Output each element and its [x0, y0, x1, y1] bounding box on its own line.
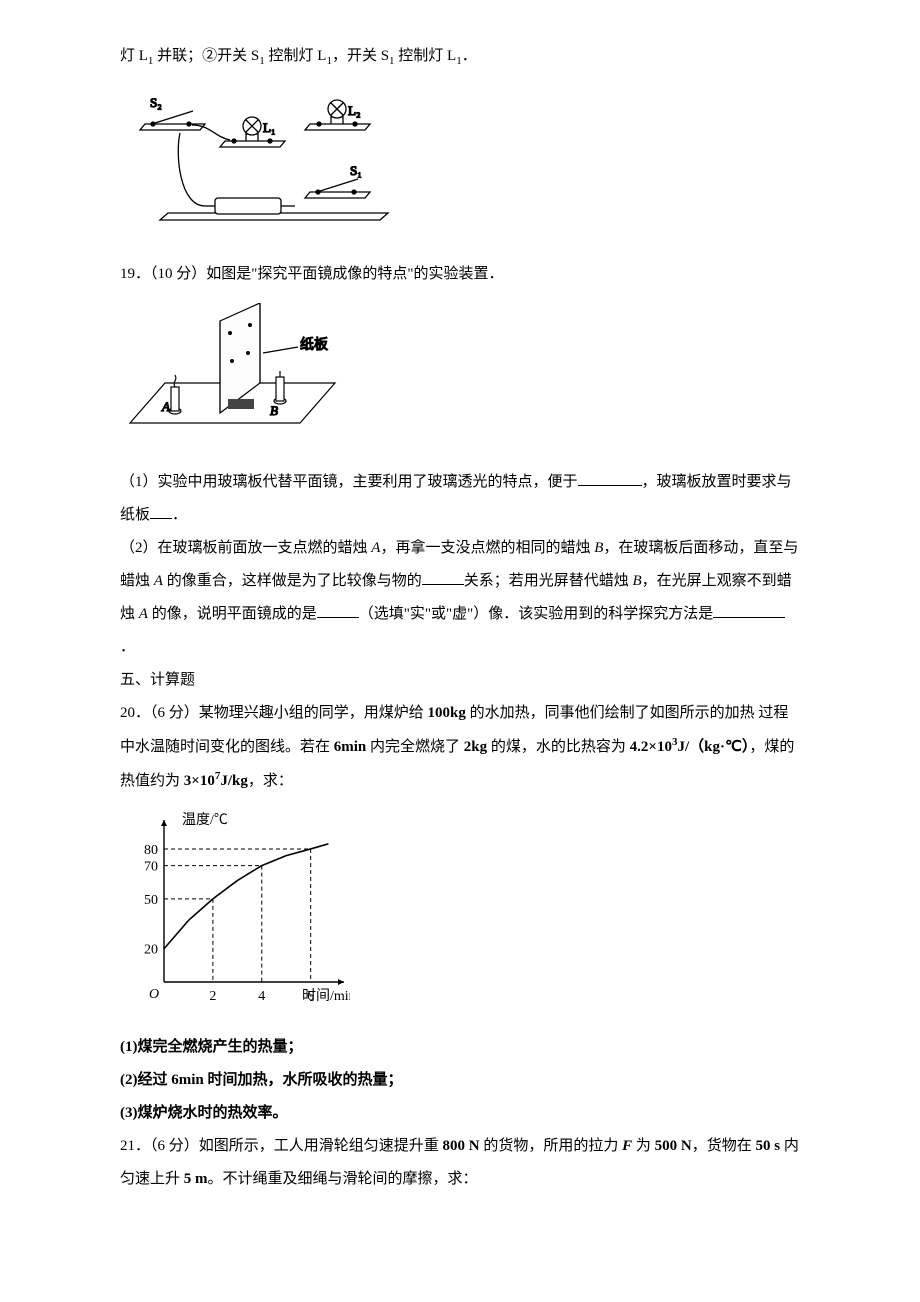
q19-p2g: 的像，说明平面镜成的是	[148, 606, 317, 622]
blank-5[interactable]	[713, 603, 785, 618]
label-l1: L₁	[263, 120, 275, 135]
label-s2: S₂	[150, 95, 162, 110]
q19-p2b: ，再拿一支没点燃的相同的蜡烛	[380, 540, 594, 556]
q19-p1c: ．	[172, 507, 187, 523]
q21-b: 800 N	[443, 1138, 480, 1154]
q21-a: 21．（6 分）如图所示，工人用滑轮组匀速提升重	[120, 1138, 443, 1154]
svg-text:O: O	[149, 987, 159, 1002]
q20-b: 100kg	[428, 705, 466, 721]
q19-p2i: ．	[120, 639, 135, 655]
q21-h: 50 s	[756, 1138, 781, 1154]
label-board: 纸板	[300, 337, 328, 353]
q20-f: 2kg	[464, 739, 487, 755]
svg-text:20: 20	[144, 943, 158, 958]
tf-seg1: 灯 L	[120, 48, 148, 64]
q20-k: ，求：	[248, 773, 293, 789]
svg-text:4: 4	[258, 989, 265, 1004]
label-l2: L₂	[348, 103, 360, 118]
q19-p2e: 关系；若用光屏替代蜡烛	[464, 573, 633, 589]
label-a: A	[161, 399, 170, 414]
q21-d: F	[622, 1138, 632, 1154]
q19-p2d: 的像重合，这样做是为了比较像与物的	[163, 573, 422, 589]
q19-p2h: （选填"实"或"虚"）像．该实验用到的科学探究方法是	[359, 606, 714, 622]
q19-p1a: （1）实验中用玻璃板代替平面镜，主要利用了玻璃透光的特点，便于	[120, 474, 578, 490]
svg-text:时间/min: 时间/min	[302, 988, 350, 1004]
svg-text:50: 50	[144, 893, 158, 908]
q20-a: 20．（6 分）某物理兴趣小组的同学，用煤炉给	[120, 705, 428, 721]
svg-text:2: 2	[209, 989, 216, 1004]
q21-c: 的货物，所用的拉力	[480, 1138, 623, 1154]
q19-head: 19．（10 分）如图是"探究平面镜成像的特点"的实验装置．	[120, 258, 800, 291]
q20-chart: 20507080246O温度/℃时间/min	[120, 812, 800, 1015]
q20-d: 6min	[334, 739, 367, 755]
svg-text:70: 70	[144, 860, 158, 875]
tf-seg5: 控制灯 L	[395, 48, 457, 64]
top-fragment: 灯 L1 并联；②开关 S1 控制灯 L1，开关 S1 控制灯 L1．	[120, 40, 800, 73]
q20-sub3: (3)煤炉烧水时的热效率。	[120, 1097, 800, 1130]
q20-j-pre: 3×10	[184, 773, 215, 789]
q20-h-post: J/（kg·℃）	[677, 739, 749, 755]
q19-p1: （1）实验中用玻璃板代替平面镜，主要利用了玻璃透光的特点，便于，玻璃板放置时要求…	[120, 466, 800, 532]
label-b: B	[270, 403, 278, 418]
tf-seg3: 控制灯 L	[265, 48, 327, 64]
blank-4[interactable]	[317, 603, 359, 618]
q19-p2c-i: A	[154, 573, 163, 589]
q20-j-post: J/kg	[220, 773, 248, 789]
tf-seg6: ．	[462, 48, 477, 64]
q20-e: 内完全燃烧了	[366, 739, 464, 755]
q21-k: 。不计绳重及细绳与滑轮间的摩擦，求：	[208, 1171, 478, 1187]
q20-sub2: (2)经过 6min 时间加热，水所吸收的热量；	[120, 1064, 800, 1097]
q20-h-pre: 4.2×10	[630, 739, 672, 755]
section-5: 五、计算题	[120, 664, 800, 697]
q20-sub1: (1)煤完全燃烧产生的热量；	[120, 1031, 800, 1064]
q21-stem: 21．（6 分）如图所示，工人用滑轮组匀速提升重 800 N 的货物，所用的拉力…	[120, 1130, 800, 1196]
tf-seg2: 并联；②开关 S	[153, 48, 259, 64]
mirror-diagram: A B 纸板	[120, 303, 800, 448]
tf-seg4: ，开关 S	[332, 48, 389, 64]
label-s1: S₁	[350, 163, 362, 178]
q19-p2e-i: B	[632, 573, 641, 589]
q21-e: 为	[632, 1138, 655, 1154]
q21-f: 500 N	[655, 1138, 692, 1154]
q19-p2a: （2）在玻璃板前面放一支点燃的蜡烛	[120, 540, 371, 556]
blank-2[interactable]	[150, 504, 172, 519]
q19-p2f-i: A	[139, 606, 148, 622]
q21-j: 5 m	[184, 1171, 208, 1187]
blank-1[interactable]	[578, 471, 642, 486]
circuit-diagram: S₁ S₂ L₁ L₂	[120, 85, 800, 240]
blank-3[interactable]	[422, 570, 464, 585]
q20-stem: 20．（6 分）某物理兴趣小组的同学，用煤炉给 100kg 的水加热，同事他们绘…	[120, 697, 800, 798]
q20-g: 的煤，水的比热容为	[487, 739, 630, 755]
svg-text:温度/℃: 温度/℃	[182, 812, 228, 828]
q19-p2b-i: B	[594, 540, 603, 556]
svg-text:80: 80	[144, 843, 158, 858]
q19-p2: （2）在玻璃板前面放一支点燃的蜡烛 A，再拿一支没点燃的相同的蜡烛 B，在玻璃板…	[120, 532, 800, 664]
q21-g: ，货物在	[692, 1138, 756, 1154]
